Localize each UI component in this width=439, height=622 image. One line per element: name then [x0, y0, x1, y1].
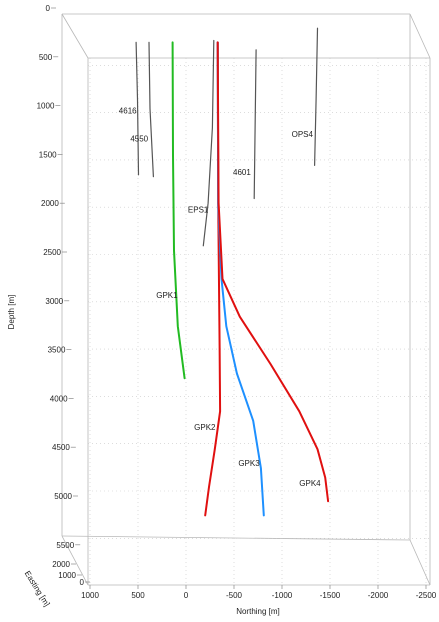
northing-tick-label: 1000 [81, 591, 99, 600]
well-trajectories [135, 27, 330, 517]
well-label-gpk4: GPK4 [299, 479, 321, 488]
grid [88, 58, 430, 585]
easting-tick-label: 2000 [52, 560, 70, 569]
well-label-ops4: OPS4 [292, 130, 314, 139]
well-trajectory-4550 [148, 41, 154, 178]
well-label-4616: 4616 [119, 106, 137, 115]
easting-tick-label: 1000 [58, 571, 76, 580]
northing-tick-label: -500 [226, 591, 243, 600]
depth-tick-label: 2500 [43, 248, 61, 257]
well-trajectory-4601 [253, 49, 257, 200]
northing-axis-title: Northing [m] [236, 607, 280, 616]
northing-tick-label: -2500 [416, 591, 437, 600]
well-trajectory-4616 [135, 41, 140, 176]
depth-tick-label: 2000 [41, 199, 59, 208]
well-trajectory-ops4 [314, 27, 319, 166]
well-label-gpk1: GPK1 [156, 291, 178, 300]
well-label-4550: 4550 [130, 135, 148, 144]
depth-tick-label: 5000 [54, 492, 72, 501]
well-label-gpk3: GPK3 [238, 459, 260, 468]
well-trajectory-gpk4 [216, 41, 330, 503]
well-trajectory-eps1 [202, 39, 215, 247]
depth-tick-label: 4000 [50, 394, 68, 403]
northing-tick-label: -1000 [272, 591, 293, 600]
depth-tick-label: 500 [39, 53, 53, 62]
plot-box [61, 13, 431, 586]
depth-tick-label: 1000 [37, 102, 55, 111]
depth-tick-label: 0 [46, 4, 51, 13]
well-trajectory-gpk1 [171, 41, 186, 380]
northing-tick-label: -2000 [368, 591, 389, 600]
well-label-gpk2: GPK2 [194, 423, 216, 432]
depth-tick-label: 3000 [45, 297, 63, 306]
northing-tick-label: -1500 [320, 591, 341, 600]
northing-tick-label: 0 [184, 591, 189, 600]
depth-tick-label: 1500 [39, 150, 57, 159]
easting-tick-label: 0 [80, 578, 85, 587]
well-labels: 4616 4550 EPS1 4601 OPS4 GPK1 GPK2 GPK3 GPK4 [119, 106, 321, 488]
axis-ticks: 0500100015002000250030003500400045005000… [37, 4, 437, 600]
well-label-eps1: EPS1 [188, 206, 209, 215]
depth-tick-label: 4500 [52, 443, 70, 452]
well-trajectory-gpk3 [216, 41, 265, 517]
well-label-4601: 4601 [233, 168, 251, 177]
northing-tick-label: 500 [131, 591, 145, 600]
easting-axis-title: Easting [m] [23, 569, 52, 608]
depth-tick-label: 5500 [56, 541, 74, 550]
depth-tick-label: 3500 [48, 346, 66, 355]
depth-axis-title: Depth [m] [7, 295, 16, 330]
